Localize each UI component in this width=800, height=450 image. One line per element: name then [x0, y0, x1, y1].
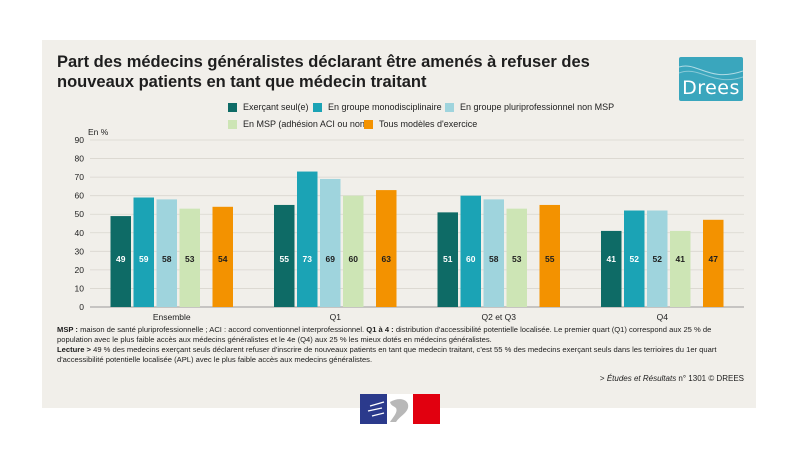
bar-value-label: 52	[653, 254, 663, 264]
bar-value-label: 55	[545, 254, 555, 264]
source-line: > Études et Résultats n° 1301 © DREES	[600, 374, 744, 383]
bar-value-label: 63	[382, 254, 392, 264]
bar-value-label: 59	[139, 254, 149, 264]
bar-value-label: 69	[326, 254, 336, 264]
bar	[483, 199, 504, 307]
quartile-text: distribution d'accessibilité potentielle…	[57, 325, 712, 344]
bar	[539, 204, 560, 307]
y-tick-label: 80	[75, 154, 85, 164]
bar-value-label: 51	[443, 254, 453, 264]
y-tick-label: 40	[75, 228, 85, 238]
marianne-icon	[360, 394, 440, 424]
lecture-text: 49 % des medecins exerçant seuls déclare…	[57, 345, 717, 364]
bar	[320, 178, 341, 307]
source-publication: Études et Résultats	[606, 374, 677, 383]
legend-swatch	[313, 102, 322, 112]
msp-label: MSP :	[57, 325, 78, 334]
bar-value-label: 58	[489, 254, 499, 264]
y-tick-label: 20	[75, 265, 85, 275]
bar-value-label: 41	[676, 254, 686, 264]
legend-item: Tous modèles d'exercice	[364, 119, 477, 129]
bar	[647, 210, 668, 307]
logo-wave-icon	[679, 65, 743, 81]
legend-swatch	[228, 119, 237, 129]
msp-text: maison de santé pluriprofessionnelle ; A…	[77, 325, 367, 334]
bar	[156, 199, 177, 307]
bar	[179, 208, 200, 307]
legend-item: En groupe monodisciplinaire	[313, 102, 442, 112]
y-tick-label: 50	[75, 209, 85, 219]
bar-value-label: 49	[116, 254, 126, 264]
bar-value-label: 47	[709, 254, 719, 264]
bar	[133, 197, 154, 307]
lecture-label: Lecture >	[57, 345, 91, 354]
bar	[297, 171, 318, 307]
x-category-label: Q2 et Q3	[482, 312, 517, 322]
bar	[460, 195, 481, 307]
bar-value-label: 58	[162, 254, 172, 264]
chart-title: Part des médecins généralistes déclarant…	[57, 53, 590, 91]
bar-value-label: 73	[303, 254, 313, 264]
legend-label: Exerçant seul(e)	[243, 102, 309, 112]
bar-value-label: 53	[185, 254, 195, 264]
legend-swatch	[364, 119, 373, 129]
bar	[703, 219, 724, 307]
legend-swatch	[445, 102, 454, 112]
legend-label: En MSP (adhésion ACI ou non)	[243, 119, 368, 129]
x-category-label: Q1	[330, 312, 342, 322]
legend-item: Exerçant seul(e)	[228, 102, 309, 112]
bar	[274, 204, 295, 307]
chart-notes: MSP : maison de santé pluriprofessionnel…	[57, 325, 747, 365]
legend-label: En groupe pluriprofessionnel non MSP	[460, 102, 615, 112]
legend-label: Tous modèles d'exercice	[379, 119, 478, 129]
y-tick-label: 10	[75, 283, 85, 293]
bar	[624, 210, 645, 307]
bar	[506, 208, 527, 307]
y-tick-label: 70	[75, 172, 85, 182]
y-tick-label: 0	[79, 302, 84, 312]
bar	[343, 195, 364, 307]
bar-value-label: 52	[630, 254, 640, 264]
legend-item: En groupe pluriprofessionnel non MSP	[445, 102, 614, 112]
logo-text: Drees	[682, 77, 740, 99]
x-category-label: Ensemble	[153, 312, 191, 322]
y-tick-label: 30	[75, 246, 85, 256]
source-prefix: >	[599, 374, 607, 383]
bar-value-label: 60	[466, 254, 476, 264]
y-axis-label: En %	[88, 127, 109, 137]
bar	[376, 190, 397, 307]
y-tick-label: 90	[75, 135, 85, 145]
x-category-label: Q4	[657, 312, 669, 322]
bar-value-label: 41	[607, 254, 617, 264]
quartile-label: Q1 à 4 :	[366, 325, 394, 334]
y-tick-label: 60	[75, 191, 85, 201]
source-suffix: n° 1301 © DREES	[676, 374, 744, 383]
bar	[212, 206, 233, 307]
republique-francaise-logo	[360, 394, 440, 424]
legend-swatch	[228, 102, 237, 112]
bar-value-label: 60	[349, 254, 359, 264]
bar	[601, 230, 622, 307]
bar-value-label: 54	[218, 254, 228, 264]
bar	[110, 216, 131, 307]
bar	[437, 212, 458, 307]
legend-item: En MSP (adhésion ACI ou non)	[228, 119, 368, 129]
bar-value-label: 53	[512, 254, 522, 264]
bar	[670, 230, 691, 307]
bar-value-label: 55	[280, 254, 290, 264]
legend-label: En groupe monodisciplinaire	[328, 102, 442, 112]
drees-logo: Drees	[679, 57, 743, 101]
